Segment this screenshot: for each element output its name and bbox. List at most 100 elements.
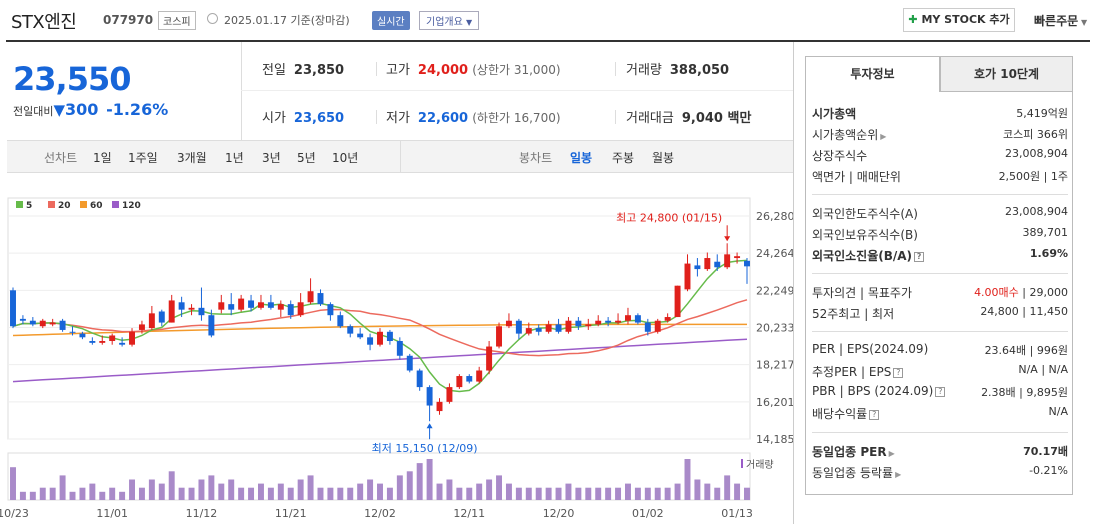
volume-bar <box>39 487 46 500</box>
arrow-right-icon: ▶ <box>895 470 902 479</box>
volume-bar <box>585 487 592 500</box>
y-tick-label: 16,201 <box>756 396 795 409</box>
volume-bar <box>515 487 522 500</box>
period-1w[interactable]: 1주일 <box>128 151 158 165</box>
volume-bar <box>148 479 155 500</box>
chevron-down-icon: ▼ <box>466 18 473 27</box>
candle-body <box>545 324 552 332</box>
x-tick-label: 01/02 <box>632 507 664 520</box>
help-icon[interactable]: ? <box>935 387 946 397</box>
candle-body <box>49 322 56 325</box>
row-key: 시가총액순위 ▶ <box>812 126 886 143</box>
add-mystock-button[interactable]: ✚ MY STOCK 추가 <box>903 8 1015 32</box>
volume-bar <box>347 487 354 500</box>
realtime-button[interactable]: 실시간 <box>372 11 410 30</box>
candle-body <box>694 265 701 270</box>
volume-bar <box>218 483 225 500</box>
stock-chart[interactable]: 26,280 24,264 22,249 20,233 18,217 16,201 14,1… <box>0 190 795 524</box>
help-icon[interactable]: ? <box>893 368 904 378</box>
help-icon[interactable]: ? <box>869 410 880 420</box>
candle-body <box>69 331 76 333</box>
candle-body <box>307 291 314 303</box>
period-10y[interactable]: 10년 <box>332 151 359 165</box>
volume-bar <box>704 483 711 500</box>
period-3y[interactable]: 3년 <box>262 151 281 165</box>
arrow-right-icon: ▶ <box>880 132 887 141</box>
candle-body <box>238 298 245 310</box>
legend-label: 60 <box>90 201 103 211</box>
volume-bar <box>714 487 721 500</box>
legend-swatch <box>48 201 55 208</box>
candle-body <box>555 324 562 332</box>
row-market-cap-rank[interactable]: 시가총액순위 ▶ 코스피 366위 <box>812 126 1068 147</box>
candle-body <box>734 256 741 259</box>
candle-weekly[interactable]: 주봉 <box>612 151 635 165</box>
candle-body <box>605 320 612 323</box>
legend-swatch <box>112 201 119 208</box>
volume-bar <box>674 483 681 500</box>
candle-body <box>79 333 86 338</box>
volume-bar <box>317 487 324 500</box>
candle-body <box>595 320 602 325</box>
volume-bar <box>178 487 185 500</box>
company-info-dropdown[interactable]: 기업개요 ▼ <box>419 11 480 30</box>
row-sector-change[interactable]: 동일업종 등락률 ▶ -0.21% <box>812 464 1068 485</box>
candle-body <box>436 401 443 412</box>
candle-daily[interactable]: 일봉 <box>570 151 593 165</box>
candle-body <box>347 326 354 334</box>
row-sector-per[interactable]: 동일업종 PER ▶ 70.17배 <box>812 443 1068 464</box>
volume-bar <box>287 487 294 500</box>
candle-body <box>714 261 721 268</box>
tab-orderbook[interactable]: 호가 10단계 <box>940 56 1073 92</box>
row-value: 5,419억원 <box>1016 107 1068 120</box>
candle-body <box>119 342 126 345</box>
period-1d[interactable]: 1일 <box>93 151 112 165</box>
line-chart-label: 선차트 <box>44 151 78 165</box>
row-value: 23,008,904 <box>1005 205 1068 218</box>
high-arrow-head <box>724 236 731 242</box>
row-key-text: 외국인소진율(B/A) <box>812 249 913 263</box>
y-tick-label: 22,249 <box>756 284 795 297</box>
low-price: 저가 22,600 (하한가 16,700) <box>386 107 561 126</box>
legend-swatch <box>80 201 87 208</box>
mystock-label: MY STOCK 추가 <box>921 13 1010 26</box>
row-key: 동일업종 등락률 ▶ <box>812 464 901 481</box>
row-key-text: 배당수익률 <box>812 407 868 421</box>
y-tick-label: 14,185 <box>756 433 795 446</box>
candle-body <box>664 317 671 321</box>
row-pbr-bps: PBR | BPS (2024.09)? 2.38배 | 9,895원 <box>812 384 1068 405</box>
volume-bar <box>476 483 483 500</box>
divider <box>376 62 377 76</box>
volume-bar <box>109 487 116 500</box>
candle-body <box>634 315 641 323</box>
period-1y[interactable]: 1년 <box>225 151 244 165</box>
candle-body <box>406 355 413 371</box>
x-tick-label: 12/02 <box>364 507 396 520</box>
row-key-text: 동일업종 PER <box>812 445 887 459</box>
volume-bar <box>198 479 205 500</box>
candle-monthly[interactable]: 월봉 <box>652 151 675 165</box>
candle-body <box>644 322 651 332</box>
help-icon[interactable]: ? <box>914 252 925 262</box>
period-3m[interactable]: 3개월 <box>177 151 207 165</box>
row-value: 4.00매수 | 29,000 <box>974 284 1068 300</box>
high-price: 고가 24,000 (상한가 31,000) <box>386 59 561 78</box>
volume-bar <box>307 475 314 500</box>
candle-body <box>168 300 175 323</box>
row-52w: 52주최고 | 최저 24,800 | 11,450 <box>812 305 1068 326</box>
period-5y[interactable]: 5년 <box>297 151 316 165</box>
stock-name: STX엔진 <box>11 12 77 33</box>
candle-body <box>39 320 46 327</box>
volume-bar <box>327 487 334 500</box>
candle-body <box>19 318 26 321</box>
volume-bar <box>367 479 374 500</box>
trade-amount: 거래대금 9,040 백만 <box>626 107 751 126</box>
candle-body <box>188 307 195 310</box>
low-label: 저가 <box>386 111 410 126</box>
volume-bar <box>456 487 463 500</box>
quick-order-button[interactable]: 빠른주문 ▼ <box>1034 12 1087 29</box>
row-value: -0.21% <box>1029 464 1068 477</box>
candle-body <box>10 290 16 327</box>
tab-investment-info[interactable]: 투자정보 <box>805 56 940 92</box>
divider <box>241 90 793 91</box>
